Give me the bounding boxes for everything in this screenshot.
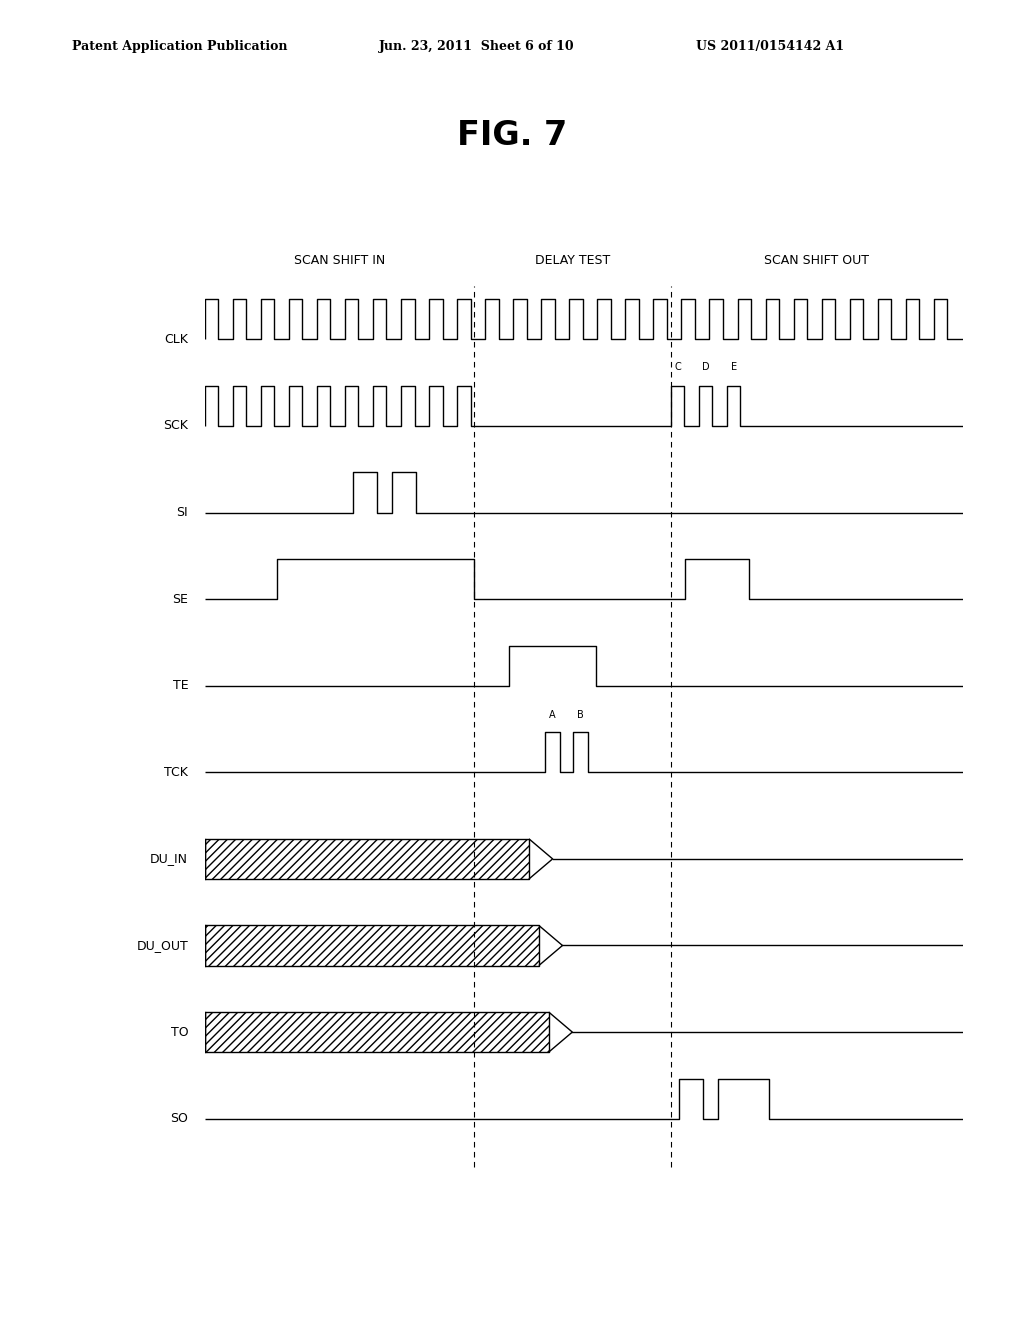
Text: SE: SE <box>172 593 188 606</box>
Text: US 2011/0154142 A1: US 2011/0154142 A1 <box>696 40 845 53</box>
Text: DU_IN: DU_IN <box>151 853 188 866</box>
Text: SO: SO <box>170 1113 188 1125</box>
Text: TCK: TCK <box>164 766 188 779</box>
Bar <box>205 1012 549 1052</box>
Text: SI: SI <box>176 506 188 519</box>
Bar <box>205 838 529 879</box>
Text: D: D <box>701 362 710 372</box>
Text: DU_OUT: DU_OUT <box>136 939 188 952</box>
Text: Jun. 23, 2011  Sheet 6 of 10: Jun. 23, 2011 Sheet 6 of 10 <box>379 40 574 53</box>
Text: A: A <box>549 710 556 719</box>
Text: CLK: CLK <box>164 333 188 346</box>
Text: Patent Application Publication: Patent Application Publication <box>72 40 287 53</box>
Text: FIG. 7: FIG. 7 <box>457 119 567 152</box>
Text: SCAN SHIFT IN: SCAN SHIFT IN <box>294 253 385 267</box>
Text: E: E <box>730 362 736 372</box>
Text: DELAY TEST: DELAY TEST <box>535 253 610 267</box>
Text: TO: TO <box>171 1026 188 1039</box>
Text: SCAN SHIFT OUT: SCAN SHIFT OUT <box>764 253 869 267</box>
Text: C: C <box>674 362 681 372</box>
Bar <box>205 925 539 965</box>
Text: B: B <box>578 710 584 719</box>
Text: TE: TE <box>172 680 188 692</box>
Text: SCK: SCK <box>163 420 188 433</box>
